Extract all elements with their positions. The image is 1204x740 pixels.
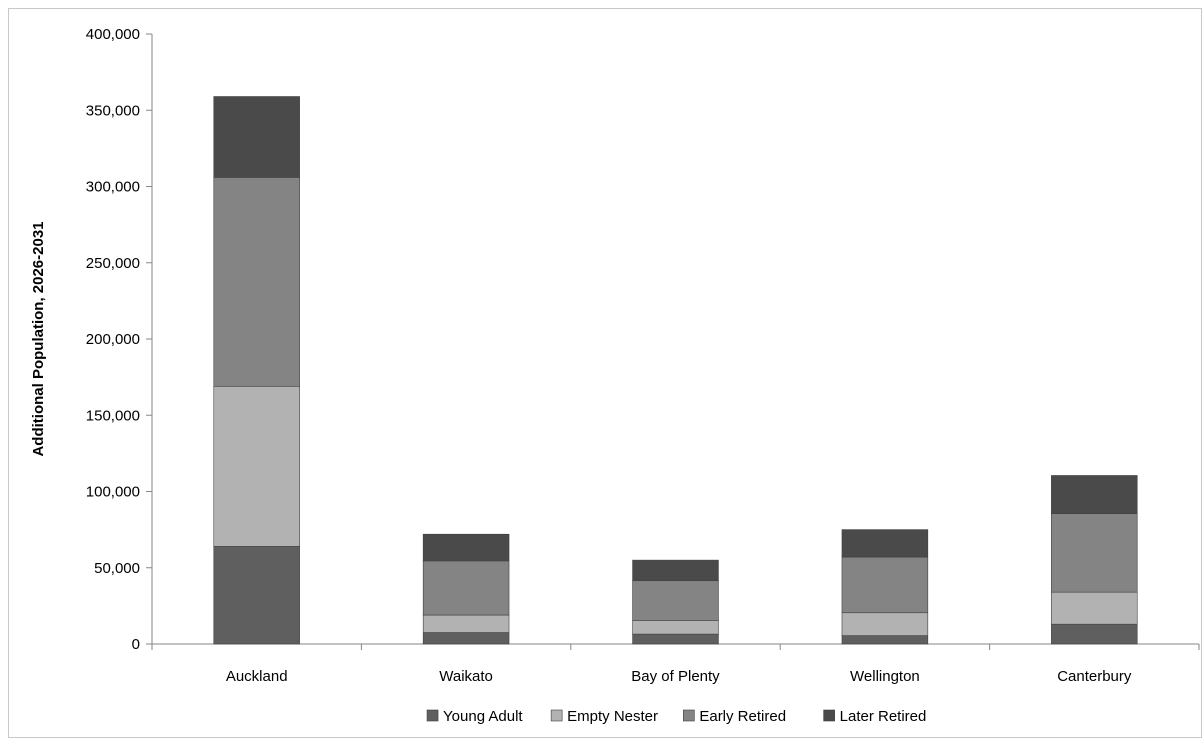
- legend-label: Early Retired: [699, 708, 786, 725]
- stacked-bar-chart: 0 50,000 100,000 150,000 200,000 250,000 300,0…: [30, 26, 1200, 725]
- bar-segment: [1051, 475, 1138, 514]
- x-tick-label: Auckland: [226, 668, 288, 685]
- legend-label: Empty Nester: [567, 708, 658, 725]
- bar-segment: [422, 533, 510, 562]
- bar-segment: [1051, 513, 1138, 593]
- chart-area: 0 50,000 100,000 150,000 200,000 250,000 300,0…: [8, 8, 1202, 738]
- x-tick-label: Bay of Plenty: [631, 668, 720, 685]
- bar-segment: [213, 96, 300, 178]
- legend-swatch: [823, 709, 835, 722]
- y-tick-label: 350,000: [86, 102, 140, 119]
- legend-swatch: [426, 709, 439, 722]
- y-tick-label: 300,000: [86, 179, 140, 196]
- legend-label: Later Retired: [840, 708, 927, 725]
- legend: Young Adult Empty Nester Early Retired Late…: [426, 708, 927, 725]
- bars: [213, 96, 1138, 645]
- bar-segment: [841, 556, 929, 614]
- bar-segment: [632, 633, 719, 645]
- y-tick-label: 400,000: [86, 26, 140, 43]
- x-tick-label: Waikato: [439, 668, 493, 685]
- y-tick-label: 250,000: [86, 255, 140, 272]
- legend-swatch: [550, 709, 563, 722]
- x-axis: Auckland Waikato Bay of Plenty Wellington Ca…: [151, 643, 1200, 685]
- bar-segment: [213, 177, 300, 387]
- bar-segment: [213, 546, 300, 645]
- bar-segment: [632, 620, 719, 635]
- x-tick-label: Canterbury: [1057, 668, 1132, 685]
- bar-segment: [841, 529, 929, 558]
- bar-segment: [841, 612, 929, 636]
- bar-segment: [422, 560, 510, 616]
- legend-label: Young Adult: [443, 708, 523, 725]
- bar-segment: [213, 385, 300, 547]
- bar-segment: [422, 614, 510, 633]
- y-axis-title: Additional Population, 2026-2031: [30, 221, 47, 456]
- y-tick-label: 150,000: [86, 407, 140, 424]
- bar-segment: [841, 635, 929, 645]
- bar-segment: [632, 559, 719, 582]
- y-tick-label: 50,000: [94, 560, 140, 577]
- y-tick-label: 100,000: [86, 484, 140, 501]
- y-tick-label: 200,000: [86, 331, 140, 348]
- x-tick-label: Wellington: [850, 668, 920, 685]
- legend-swatch: [683, 709, 695, 722]
- y-tick-label: 0: [132, 636, 140, 653]
- bar-segment: [1051, 591, 1138, 625]
- y-axis: 0 50,000 100,000 150,000 200,000 250,000 300,0…: [86, 26, 153, 653]
- bar-segment: [1051, 623, 1138, 645]
- bar-segment: [632, 580, 719, 621]
- bar-segment: [422, 632, 510, 645]
